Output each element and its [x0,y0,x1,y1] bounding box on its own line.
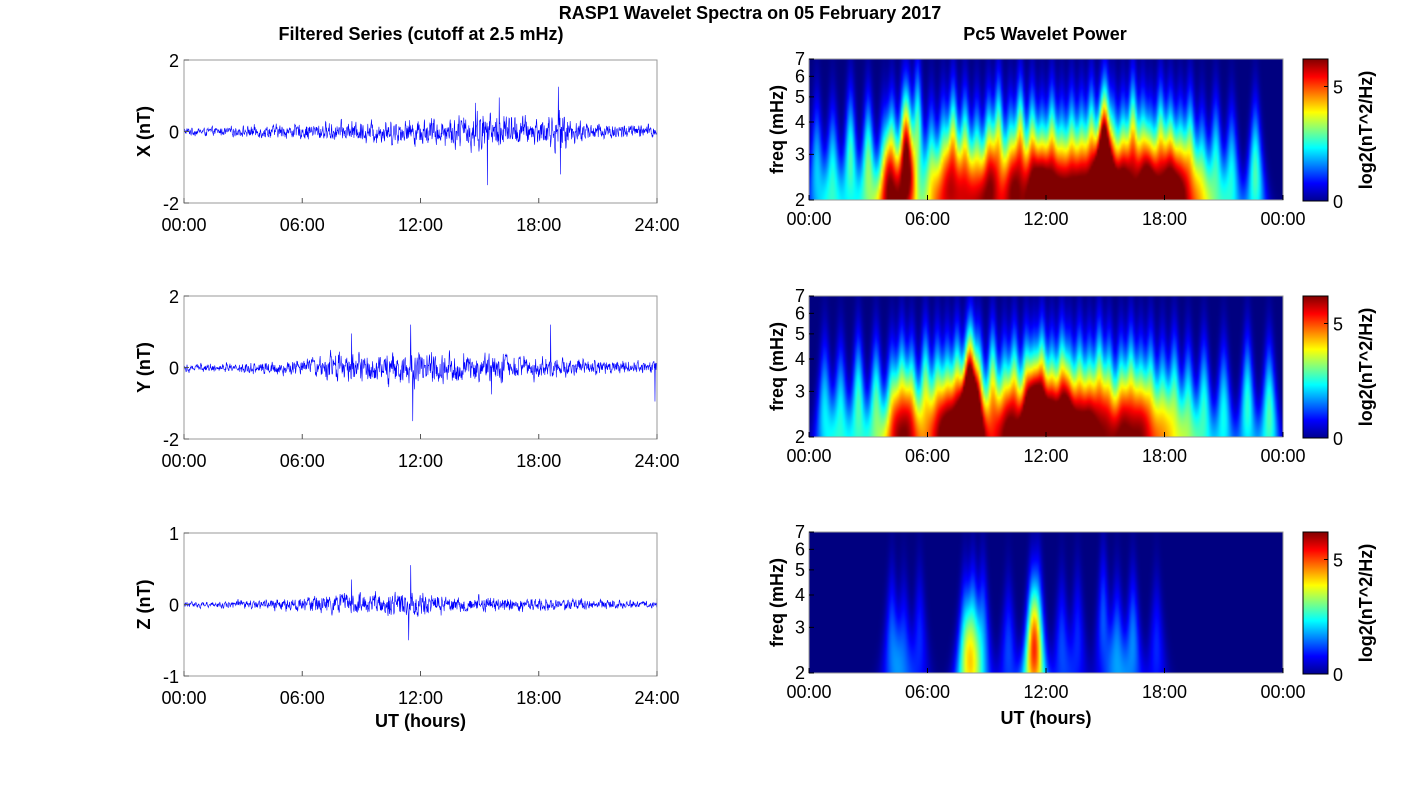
figure-title: RASP1 Wavelet Spectra on 05 February 201… [559,3,942,23]
filtered-y-xtick-label: 06:00 [280,451,325,471]
wavelet-z-ylabel: freq (mHz) [767,558,787,647]
wavelet-x-xtick-label: 06:00 [905,209,950,229]
wavelet-x-ylabel: freq (mHz) [767,85,787,174]
filtered-y-ylabel: Y (nT) [134,342,154,393]
wavelet-y-ytick-label: 7 [795,286,805,306]
wavelet-x-power-image [809,59,1283,200]
wavelet-x-colorbar-tick-label: 5 [1333,77,1343,97]
wavelet-y-colorbar-scale [1302,295,1329,439]
wavelet-y-xtick-label: 12:00 [1023,446,1068,466]
wavelet-y-colorbar-tick-label: 5 [1333,314,1343,334]
filtered-z-series-line [183,565,658,641]
filtered-z-ytick-label: 0 [169,596,179,616]
filtered-y-xtick-label: 18:00 [516,451,561,471]
wavelet-y-ylabel: freq (mHz) [767,322,787,411]
wavelet-z-xtick-label: 00:00 [786,682,831,702]
wavelet-x-ytick-label: 6 [795,66,805,86]
filtered-z-xtick-label: 24:00 [634,688,679,708]
wavelet-y-xtick-label: 00:00 [1260,446,1305,466]
wavelet-z-colorbar-tick-label: 0 [1333,665,1343,685]
wavelet-y-ytick-label: 3 [795,381,805,401]
wavelet-y-power-image [809,296,1283,437]
wavelet-y-xtick-label: 06:00 [905,446,950,466]
filtered-x-panel: 00:00 06:00 12:00 18:00 24:00 -2 0 2 X (nT) [134,51,680,235]
left-column-title: Filtered Series (cutoff at 2.5 mHz) [278,24,563,44]
wavelet-z-ytick-label: 5 [795,560,805,580]
filtered-y-ytick-label: 0 [169,359,179,379]
wavelet-y-colorbar: 0 5 log2(nT^2/Hz) [1302,295,1376,449]
wavelet-z-xtick-label: 12:00 [1023,682,1068,702]
filtered-y-ytick-label: -2 [163,430,179,450]
filtered-y-ytick-label: 2 [169,287,179,307]
filtered-z-xtick-label: 06:00 [280,688,325,708]
wavelet-z-ytick-label: 2 [795,663,805,683]
filtered-z-ylabel: Z (nT) [134,580,154,630]
wavelet-x-ytick-label: 3 [795,144,805,164]
right-column-title: Pc5 Wavelet Power [963,24,1126,44]
filtered-z-xtick-label: 12:00 [398,688,443,708]
filtered-z-ytick-label: 1 [169,524,179,544]
wavelet-z-ytick-label: 4 [795,585,805,605]
wavelet-y-colorbar-label: log2(nT^2/Hz) [1356,308,1376,427]
wavelet-y-ytick-label: 5 [795,324,805,344]
wavelet-z-colorbar: 0 5 log2(nT^2/Hz) [1302,531,1376,685]
filtered-y-xtick-label: 12:00 [398,451,443,471]
filtered-z-xtick-label: 18:00 [516,688,561,708]
wavelet-x-colorbar-scale [1302,58,1329,202]
filtered-x-ytick-label: -2 [163,194,179,214]
wavelet-x-colorbar-label: log2(nT^2/Hz) [1356,71,1376,190]
wavelet-x-ytick-label: 2 [795,190,805,210]
wavelet-y-xtick-label: 00:00 [786,446,831,466]
wavelet-x-colorbar-tick-label: 0 [1333,192,1343,212]
wavelet-x-xtick-label: 00:00 [786,209,831,229]
wavelet-x-ytick-label: 7 [795,49,805,69]
filtered-x-xtick-label: 18:00 [516,215,561,235]
wavelet-x-xtick-label: 12:00 [1023,209,1068,229]
filtered-z-panel: 00:00 06:00 12:00 18:00 24:00 -1 0 1 Z (nT) UT (h… [134,524,680,731]
wavelet-z-ytick-label: 7 [795,522,805,542]
wavelet-z-ytick-label: 6 [795,539,805,559]
wavelet-x-xtick-label: 00:00 [1260,209,1305,229]
filtered-x-ylabel: X (nT) [134,106,154,157]
wavelet-z-power-image [809,532,1283,673]
wavelet-x-colorbar: 0 5 log2(nT^2/Hz) [1302,58,1376,212]
filtered-x-xtick-label: 06:00 [280,215,325,235]
wavelet-x-ytick-label: 5 [795,87,805,107]
wavelet-y-xtick-label: 18:00 [1142,446,1187,466]
wavelet-y-ytick-label: 6 [795,303,805,323]
wavelet-z-xtick-label: 06:00 [905,682,950,702]
wavelet-y-ytick-label: 4 [795,349,805,369]
wavelet-z-xlabel: UT (hours) [1001,708,1092,728]
filtered-y-series-line [183,324,658,422]
wavelet-z-xtick-label: 00:00 [1260,682,1305,702]
filtered-x-xtick-label: 00:00 [161,215,206,235]
wavelet-z-colorbar-label: log2(nT^2/Hz) [1356,544,1376,663]
filtered-x-ytick-label: 0 [169,123,179,143]
wavelet-z-ytick-label: 3 [795,617,805,637]
wavelet-z-colorbar-scale [1302,531,1329,675]
filtered-y-panel: 00:00 06:00 12:00 18:00 24:00 -2 0 2 Y (nT) [134,287,680,471]
filtered-y-xtick-label: 00:00 [161,451,206,471]
wavelet-z-colorbar-tick-label: 5 [1333,550,1343,570]
wavelet-x-xtick-label: 18:00 [1142,209,1187,229]
wavelet-z-xtick-label: 18:00 [1142,682,1187,702]
filtered-x-ytick-label: 2 [169,51,179,71]
filtered-z-xtick-label: 00:00 [161,688,206,708]
filtered-z-xlabel: UT (hours) [375,711,466,731]
filtered-x-series-line [183,86,658,186]
filtered-y-xtick-label: 24:00 [634,451,679,471]
filtered-z-ytick-label: -1 [163,667,179,687]
wavelet-x-ytick-label: 4 [795,112,805,132]
wavelet-y-ytick-label: 2 [795,427,805,447]
wavelet-y-colorbar-tick-label: 0 [1333,429,1343,449]
filtered-x-xtick-label: 24:00 [634,215,679,235]
filtered-x-xtick-label: 12:00 [398,215,443,235]
